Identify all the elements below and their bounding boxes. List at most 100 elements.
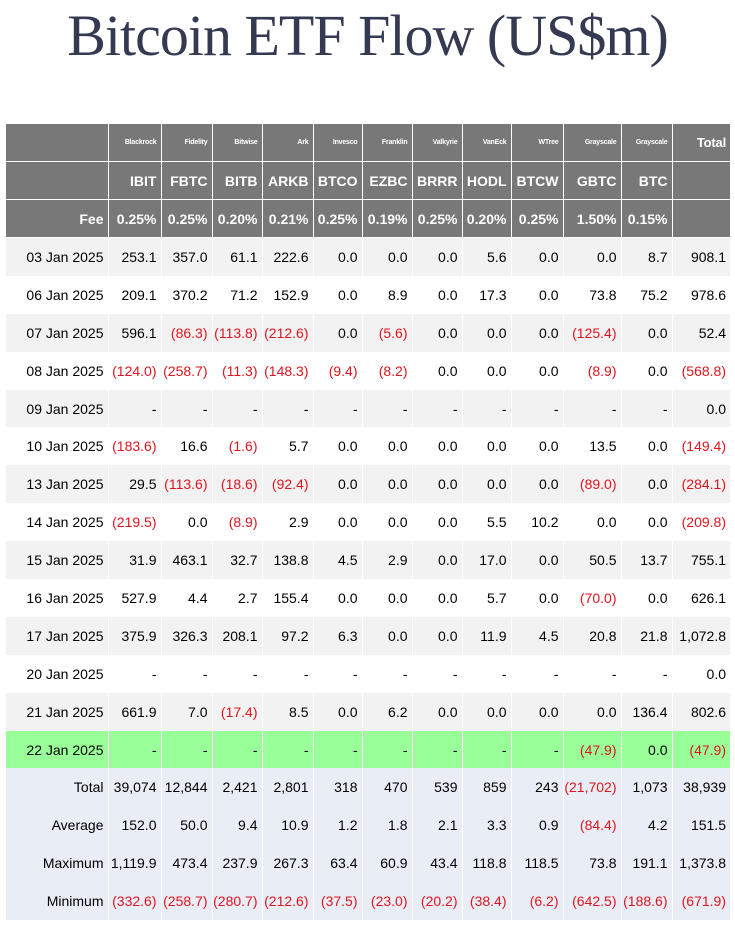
table-cell: -	[161, 654, 213, 693]
table-cell: 13.5	[563, 427, 622, 466]
fee-header-9: 0.25%	[511, 199, 564, 238]
table-cell: 9.4	[212, 806, 263, 845]
ticker-header-10: GBTC	[563, 161, 622, 200]
table-cell: 7.0	[161, 692, 213, 731]
table-cell: 4.5	[511, 616, 564, 655]
table-cell: 0.0	[313, 313, 363, 352]
table-cell: (124.0)	[108, 351, 162, 390]
table-cell: 209.1	[108, 275, 162, 314]
table-cell: (1.6)	[212, 427, 263, 466]
ticker-header-11: BTC	[621, 161, 673, 200]
table-row: 21 Jan 2025 661.9 7.0 (17.4) 8.5 0.0 6.2 0.0 0.0…	[6, 692, 730, 731]
table-cell: -	[262, 654, 314, 693]
table-cell: 539	[412, 768, 463, 807]
table-cell: 802.6	[672, 692, 730, 731]
table-cell: 0.0	[462, 313, 512, 352]
fee-header-12	[672, 199, 730, 238]
table-cell: 0.0	[511, 237, 564, 276]
table-cell: 0.0	[313, 692, 363, 731]
table-cell: 0.0	[412, 465, 463, 504]
table-cell: -	[563, 654, 622, 693]
table-cell: 326.3	[161, 616, 213, 655]
fee-header-10: 1.50%	[563, 199, 622, 238]
table-cell: 0.0	[313, 237, 363, 276]
table-cell: 0.0	[621, 427, 673, 466]
ticker-header-5: BTCO	[313, 161, 363, 200]
row-label: 10 Jan 2025	[6, 427, 109, 466]
table-cell: 52.4	[672, 313, 730, 352]
table-body: 03 Jan 2025 253.1 357.0 61.1 222.6 0.0 0.0 0.0 5…	[6, 237, 730, 921]
table-cell: 17.0	[462, 541, 512, 580]
table-cell: (258.7)	[161, 351, 213, 390]
table-cell: 63.4	[313, 844, 363, 883]
table-cell: 0.0	[563, 237, 622, 276]
ticker-header-8: HODL	[462, 161, 512, 200]
table-cell: 0.0	[511, 692, 564, 731]
table-cell: 0.0	[511, 579, 564, 617]
table-cell: 0.0	[412, 541, 463, 580]
table-cell: 0.0	[412, 275, 463, 314]
issuer-header-0	[6, 124, 109, 162]
table-cell: 527.9	[108, 579, 162, 617]
ticker-header-3: BITB	[212, 161, 263, 200]
table-cell: 138.8	[262, 541, 314, 580]
table-cell: 0.0	[412, 616, 463, 655]
table-cell: 71.2	[212, 275, 263, 314]
table-cell: 0.0	[161, 503, 213, 542]
table-cell: 4.2	[621, 806, 673, 845]
fee-header-7: 0.25%	[412, 199, 463, 238]
table-cell: 16.6	[161, 427, 213, 466]
table-cell: (17.4)	[212, 692, 263, 731]
table-cell: -	[313, 730, 363, 769]
table-cell: 0.0	[621, 313, 673, 352]
table-cell: 2.9	[362, 541, 413, 580]
issuer-header-5: Invesco	[313, 124, 363, 162]
table-cell: 243	[511, 768, 564, 807]
table-cell: (70.0)	[563, 579, 622, 617]
table-cell: 3.3	[462, 806, 512, 845]
ticker-header-1: IBIT	[108, 161, 162, 200]
table-cell: 29.5	[108, 465, 162, 504]
table-cell: -	[313, 654, 363, 693]
table-cell: (11.3)	[212, 351, 263, 390]
table-cell: 1,373.8	[672, 844, 730, 883]
table-cell: 152.0	[108, 806, 162, 845]
table-cell: 626.1	[672, 579, 730, 617]
table-cell: 1.8	[362, 806, 413, 845]
row-label: Minimum	[6, 882, 109, 921]
table-cell: -	[212, 730, 263, 769]
issuer-header-7: Valkyrie	[412, 124, 463, 162]
table-cell: 0.0	[621, 503, 673, 542]
table-cell: 118.8	[462, 844, 512, 883]
row-label: 09 Jan 2025	[6, 389, 109, 428]
table-cell: 6.2	[362, 692, 413, 731]
table-cell: (47.9)	[672, 730, 730, 769]
table-cell: -	[511, 730, 564, 769]
issuer-header-row: Blackrock Fidelity Bitwise Ark Invesco Frankl…	[6, 124, 730, 162]
table-cell: (47.9)	[563, 730, 622, 769]
table-cell: 0.0	[362, 237, 413, 276]
table-cell: 4.5	[313, 541, 363, 580]
table-cell: (212.6)	[262, 313, 314, 352]
ticker-header-12	[672, 161, 730, 200]
table-cell: 0.0	[511, 427, 564, 466]
table-cell: 370.2	[161, 275, 213, 314]
table-cell: -	[262, 730, 314, 769]
table-cell: 60.9	[362, 844, 413, 883]
table-cell: (92.4)	[262, 465, 314, 504]
table-cell: (183.6)	[108, 427, 162, 466]
row-label: 21 Jan 2025	[6, 692, 109, 731]
table-cell: 318	[313, 768, 363, 807]
table-cell: 0.0	[412, 427, 463, 466]
table-cell: 596.1	[108, 313, 162, 352]
table-cell: (219.5)	[108, 503, 162, 542]
table-cell: -	[563, 389, 622, 428]
table-cell: (8.2)	[362, 351, 413, 390]
table-cell: 357.0	[161, 237, 213, 276]
fee-header-5: 0.25%	[313, 199, 363, 238]
table-cell: -	[511, 389, 564, 428]
table-cell: (568.8)	[672, 351, 730, 390]
table-row: 20 Jan 2025- - - - - - - - - - -0.0	[6, 654, 730, 693]
table-cell: 0.0	[412, 313, 463, 352]
ticker-header-0	[6, 161, 109, 200]
